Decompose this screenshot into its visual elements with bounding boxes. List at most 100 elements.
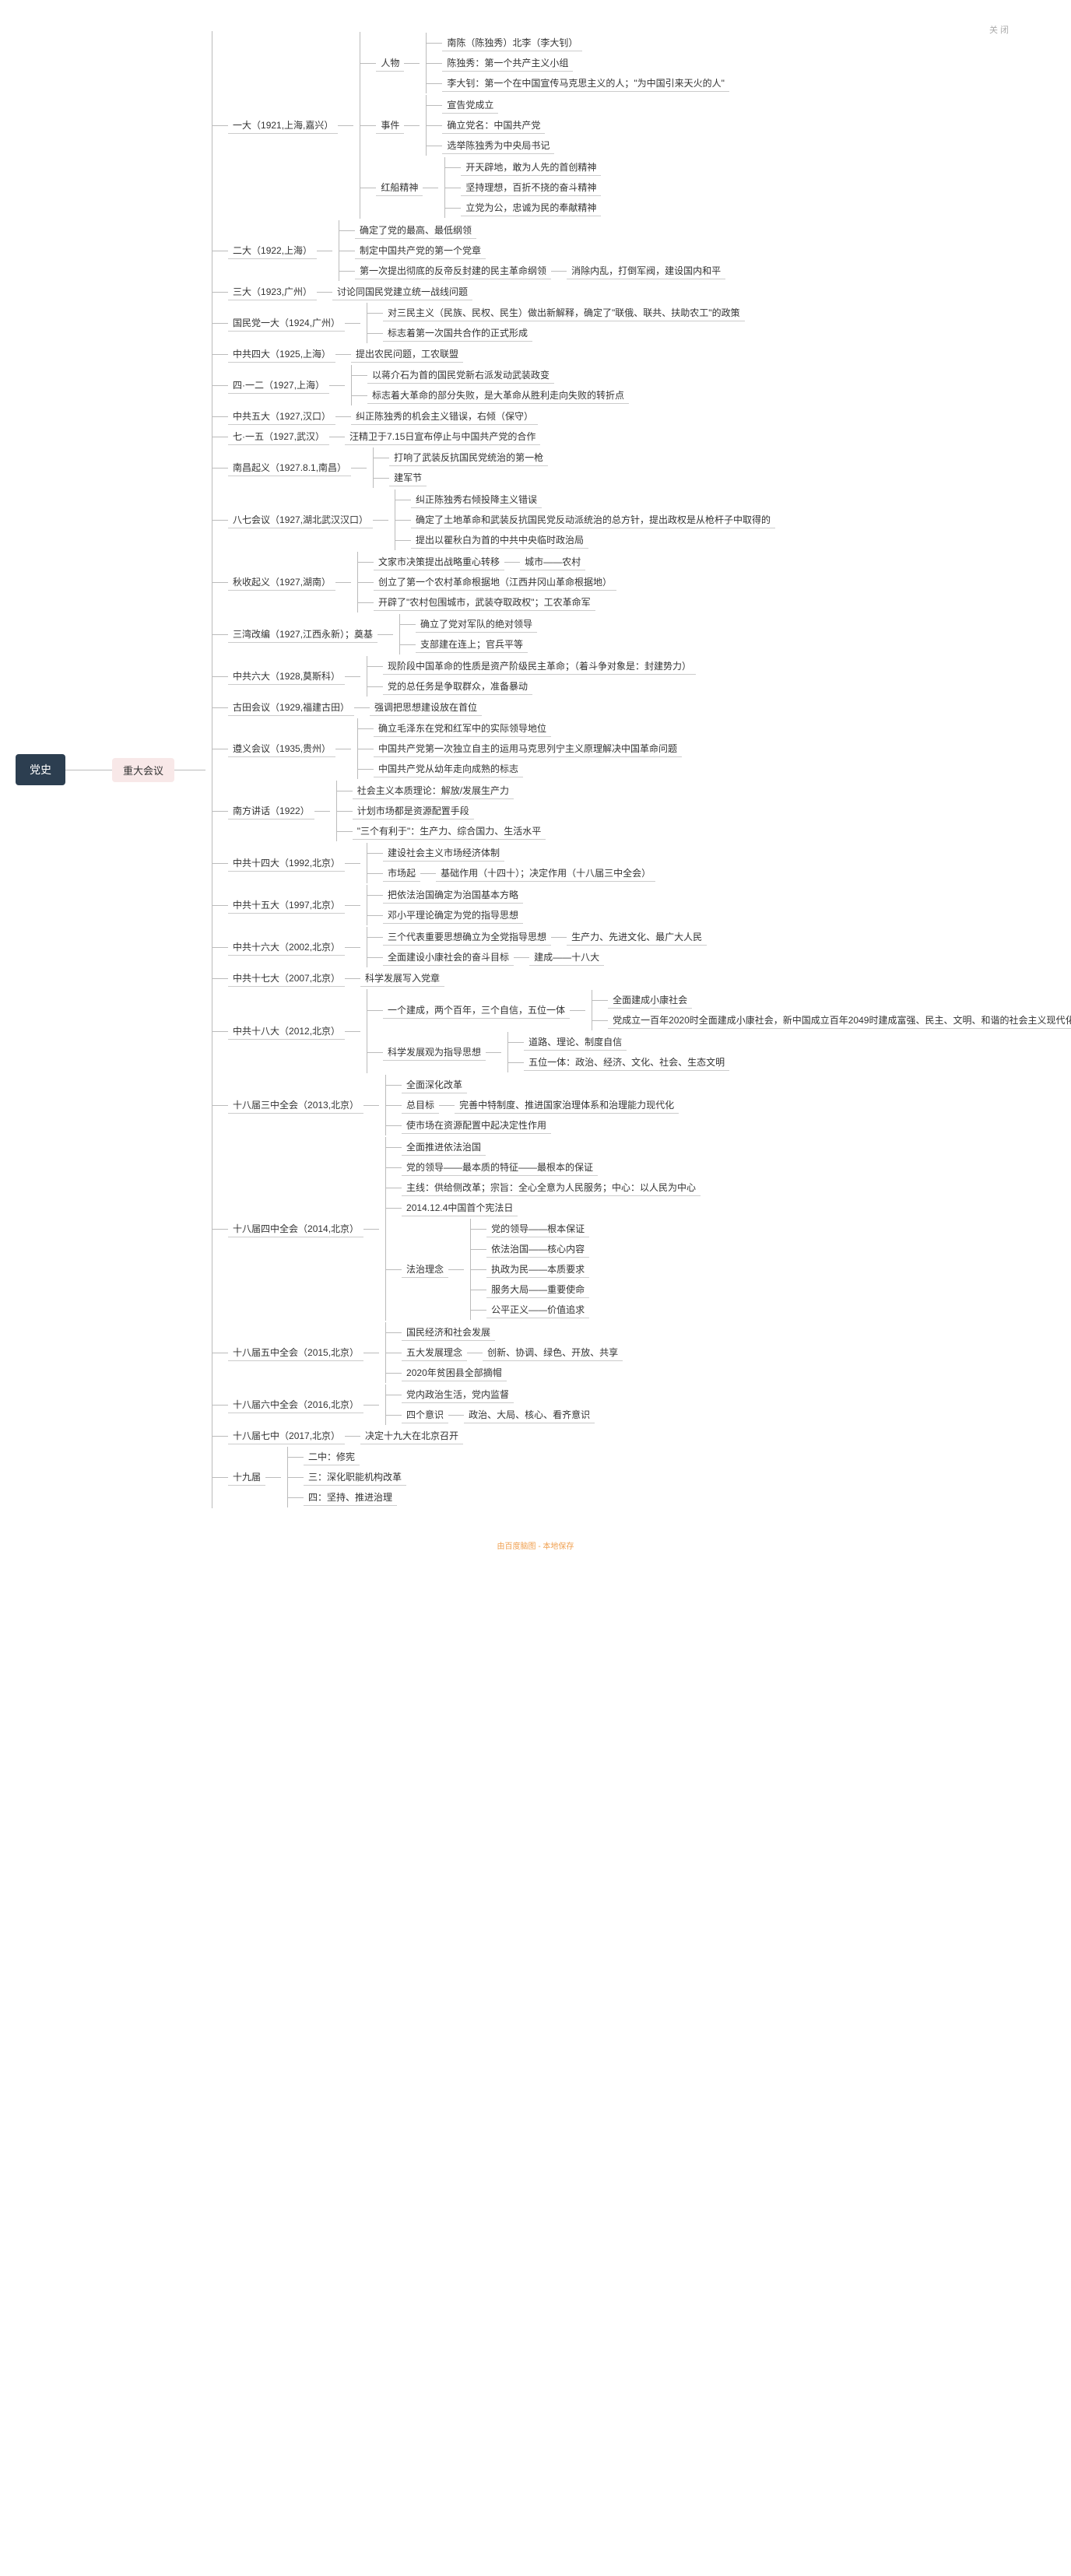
meeting-yida[interactable]: 一大（1921,上海,嘉兴） (228, 117, 338, 134)
leaf: 五大发展理念 (402, 1344, 467, 1361)
leaf: 四：坚持、推进治理 (304, 1489, 397, 1506)
meeting-sanda[interactable]: 三大（1923,广州） (228, 283, 317, 300)
leaf: 陈独秀：第一个共产主义小组 (442, 54, 573, 72)
meeting-zgwuda[interactable]: 中共五大（1927,汉口） (228, 408, 335, 425)
leaf: 纠正陈独秀右倾投降主义错误 (411, 491, 542, 508)
leaf: "三个有利于"：生产力、综合国力、生活水平 (353, 823, 546, 840)
leaf: 生产力、先进文化、最广大人民 (567, 928, 707, 946)
leaf: 三个代表重要思想确立为全党指导思想 (383, 928, 551, 946)
leaf: 党的领导——最本质的特征——最根本的保证 (402, 1159, 598, 1176)
meeting-sqd[interactable]: 中共十七大（2007,北京） (228, 970, 345, 987)
leaf: 宣告党成立 (442, 97, 498, 114)
leaf: 国民经济和社会发展 (402, 1324, 495, 1341)
leaf: 政治、大局、核心、看齐意识 (464, 1406, 595, 1423)
leaf: 主线：供给侧改革；宗旨：全心全意为人民服务；中心：以人民为中心 (402, 1179, 701, 1196)
leaf: 全面建成小康社会 (608, 991, 692, 1009)
meeting-sbd[interactable]: 中共十八大（2012,北京） (228, 1023, 345, 1040)
leaf: 确立了党对军队的绝对领导 (416, 616, 537, 633)
group-renwu[interactable]: 人物 (376, 54, 404, 72)
leaf: 创新、协调、绿色、开放、共享 (483, 1344, 623, 1361)
meeting-qiyiwu[interactable]: 七·一五（1927,武汉） (228, 428, 329, 445)
leaf: 科学发展写入党章 (360, 970, 444, 987)
leaf: 强调把思想建设放在首位 (370, 699, 482, 716)
leaf: 党成立一百年2020时全面建成小康社会，新中国成立百年2049时建成富强、民主、… (608, 1012, 1071, 1029)
leaf: 现阶段中国革命的性质是资产阶级民主革命；（着斗争对象是：封建势力） (383, 658, 696, 675)
leaf: 2014.12.4中国首个宪法日 (402, 1199, 518, 1216)
leaf: 李大钊：第一个在中国宣传马克思主义的人；"为中国引来天火的人" (442, 75, 729, 92)
leaf: 开辟了"农村包围城市，武装夺取政权"；工农革命军 (374, 594, 595, 611)
meeting-sssd[interactable]: 中共十四大（1992,北京） (228, 855, 345, 872)
leaf: 标志着大革命的部分失败，是大革命从胜利走向失败的转折点 (367, 387, 629, 404)
meeting-baqi[interactable]: 八七会议（1927,湖北武汉汉口） (228, 511, 373, 528)
leaf: 提出农民问题，工农联盟 (351, 346, 463, 363)
leaf: 讨论同国民党建立统一战线问题 (332, 283, 472, 300)
level1-node[interactable]: 重大会议 (112, 758, 174, 782)
meeting-sbjszqh[interactable]: 十八届三中全会（2013,北京） (228, 1097, 363, 1114)
leaf: 服务大局——重要使命 (486, 1281, 589, 1298)
leaf: 制定中国共产党的第一个党章 (355, 242, 486, 259)
leaf: 全面深化改革 (402, 1076, 467, 1093)
leaf: 三：深化职能机构改革 (304, 1469, 406, 1486)
leaf: 打响了武装反抗国民党统治的第一枪 (389, 449, 548, 466)
leaf: 确定了党的最高、最低纲领 (355, 222, 476, 239)
leaf: 2020年贫困县全部摘帽 (402, 1364, 507, 1381)
group-hongchuan[interactable]: 红船精神 (376, 179, 423, 196)
meeting-sbjszqh4[interactable]: 十八届四中全会（2014,北京） (228, 1220, 363, 1237)
leaf: 选举陈独秀为中央局书记 (442, 137, 554, 154)
leaf: 中国共产党第一次独立自主的运用马克思列宁主义原理解决中国革命问题 (374, 740, 682, 757)
leaf: 执政为民——本质要求 (486, 1261, 589, 1278)
leaf: 社会主义本质理论：解放/发展生产力 (353, 782, 514, 799)
leaf: 中国共产党从幼年走向成熟的标志 (374, 760, 523, 777)
meeting-sbjlzqh[interactable]: 十八届六中全会（2016,北京） (228, 1396, 363, 1413)
leaf: 四个意识 (402, 1406, 448, 1423)
leaf: 使市场在资源配置中起决定性作用 (402, 1117, 551, 1134)
leaf: 开天辟地，敢为人先的首创精神 (461, 159, 601, 176)
meeting-zyhy[interactable]: 遵义会议（1935,贵州） (228, 740, 335, 757)
leaf: 把依法治国确定为治国基本方略 (383, 886, 523, 904)
leaf: 提出以瞿秋白为首的中共中央临时政治局 (411, 532, 588, 549)
leaf: 市场起 (383, 865, 420, 882)
meeting-sbjwzqh[interactable]: 十八届五中全会（2015,北京） (228, 1344, 363, 1361)
group-shijian[interactable]: 事件 (376, 117, 404, 134)
meeting-zgsida[interactable]: 中共四大（1925,上海） (228, 346, 335, 363)
leaf: 南陈（陈独秀）北李（李大钊） (442, 34, 582, 51)
root-node[interactable]: 党史 (16, 754, 65, 785)
leaf: 创立了第一个农村革命根据地（江西井冈山革命根据地） (374, 574, 616, 591)
meeting-swgb[interactable]: 三湾改编（1927,江西永新）；奠基 (228, 626, 377, 643)
meeting-zgld[interactable]: 中共六大（1928,莫斯科） (228, 668, 345, 685)
meeting-ncqy[interactable]: 南昌起义（1927.8.1,南昌） (228, 459, 351, 476)
meeting-nfjh[interactable]: 南方讲话（1922） (228, 802, 314, 819)
leaf: 立党为公，忠诚为民的奉献精神 (461, 199, 601, 216)
leaf: 城市——农村 (520, 553, 585, 570)
leaf: 确定了土地革命和武装反抗国民党反动派统治的总方针，提出政权是从枪杆子中取得的 (411, 511, 775, 528)
meeting-siyier[interactable]: 四·一二（1927,上海） (228, 377, 329, 394)
leaf: 计划市场都是资源配置手段 (353, 802, 474, 819)
leaf: 决定十九大在北京召开 (360, 1427, 463, 1444)
leaf: 党的总任务是争取群众，准备暴动 (383, 678, 532, 695)
close-link[interactable]: 关 闭 (989, 23, 1009, 36)
meeting-sbjqz[interactable]: 十八届七中（2017,北京） (228, 1427, 345, 1444)
meetings-list: 一大（1921,上海,嘉兴） 人物 南陈（陈独秀）北李（李大钊） 陈独秀：第一个… (212, 31, 1071, 1508)
leaf: 建成——十八大 (529, 949, 604, 966)
leaf: 坚持理想，百折不挠的奋斗精神 (461, 179, 601, 196)
meeting-erda[interactable]: 二大（1922,上海） (228, 242, 317, 259)
leaf: 建设社会主义市场经济体制 (383, 844, 504, 862)
leaf: 全面推进依法治国 (402, 1139, 486, 1156)
meeting-gmdyd[interactable]: 国民党一大（1924,广州） (228, 314, 345, 332)
meeting-gthy[interactable]: 古田会议（1929,福建古田） (228, 699, 354, 716)
leaf: 党的领导——根本保证 (486, 1220, 589, 1237)
leaf: 文家市决策提出战略重心转移 (374, 553, 504, 570)
leaf: 确立毛泽东在党和红军中的实际领导地位 (374, 720, 551, 737)
leaf: 二中：修宪 (304, 1448, 360, 1465)
leaf: 建军节 (389, 469, 427, 486)
leaf: 确立党名：中国共产党 (442, 117, 545, 134)
leaf: 完善中特制度、推进国家治理体系和治理能力现代化 (455, 1097, 679, 1114)
footer-credit: 由百度脑图 - 本地保存 (16, 1539, 1055, 1551)
leaf: 全面建设小康社会的奋斗目标 (383, 949, 514, 966)
leaf: 汪精卫于7.15日宣布停止与中国共产党的合作 (345, 428, 540, 445)
meeting-swd[interactable]: 中共十五大（1997,北京） (228, 897, 345, 914)
meeting-sjj[interactable]: 十九届 (228, 1469, 265, 1486)
meeting-sld[interactable]: 中共十六大（2002,北京） (228, 939, 345, 956)
meeting-qsqy[interactable]: 秋收起义（1927,湖南） (228, 574, 335, 591)
mindmap: 党史 重大会议 一大（1921,上海,嘉兴） 人物 南陈（陈独秀）北李（李大钊）… (16, 31, 1055, 1508)
